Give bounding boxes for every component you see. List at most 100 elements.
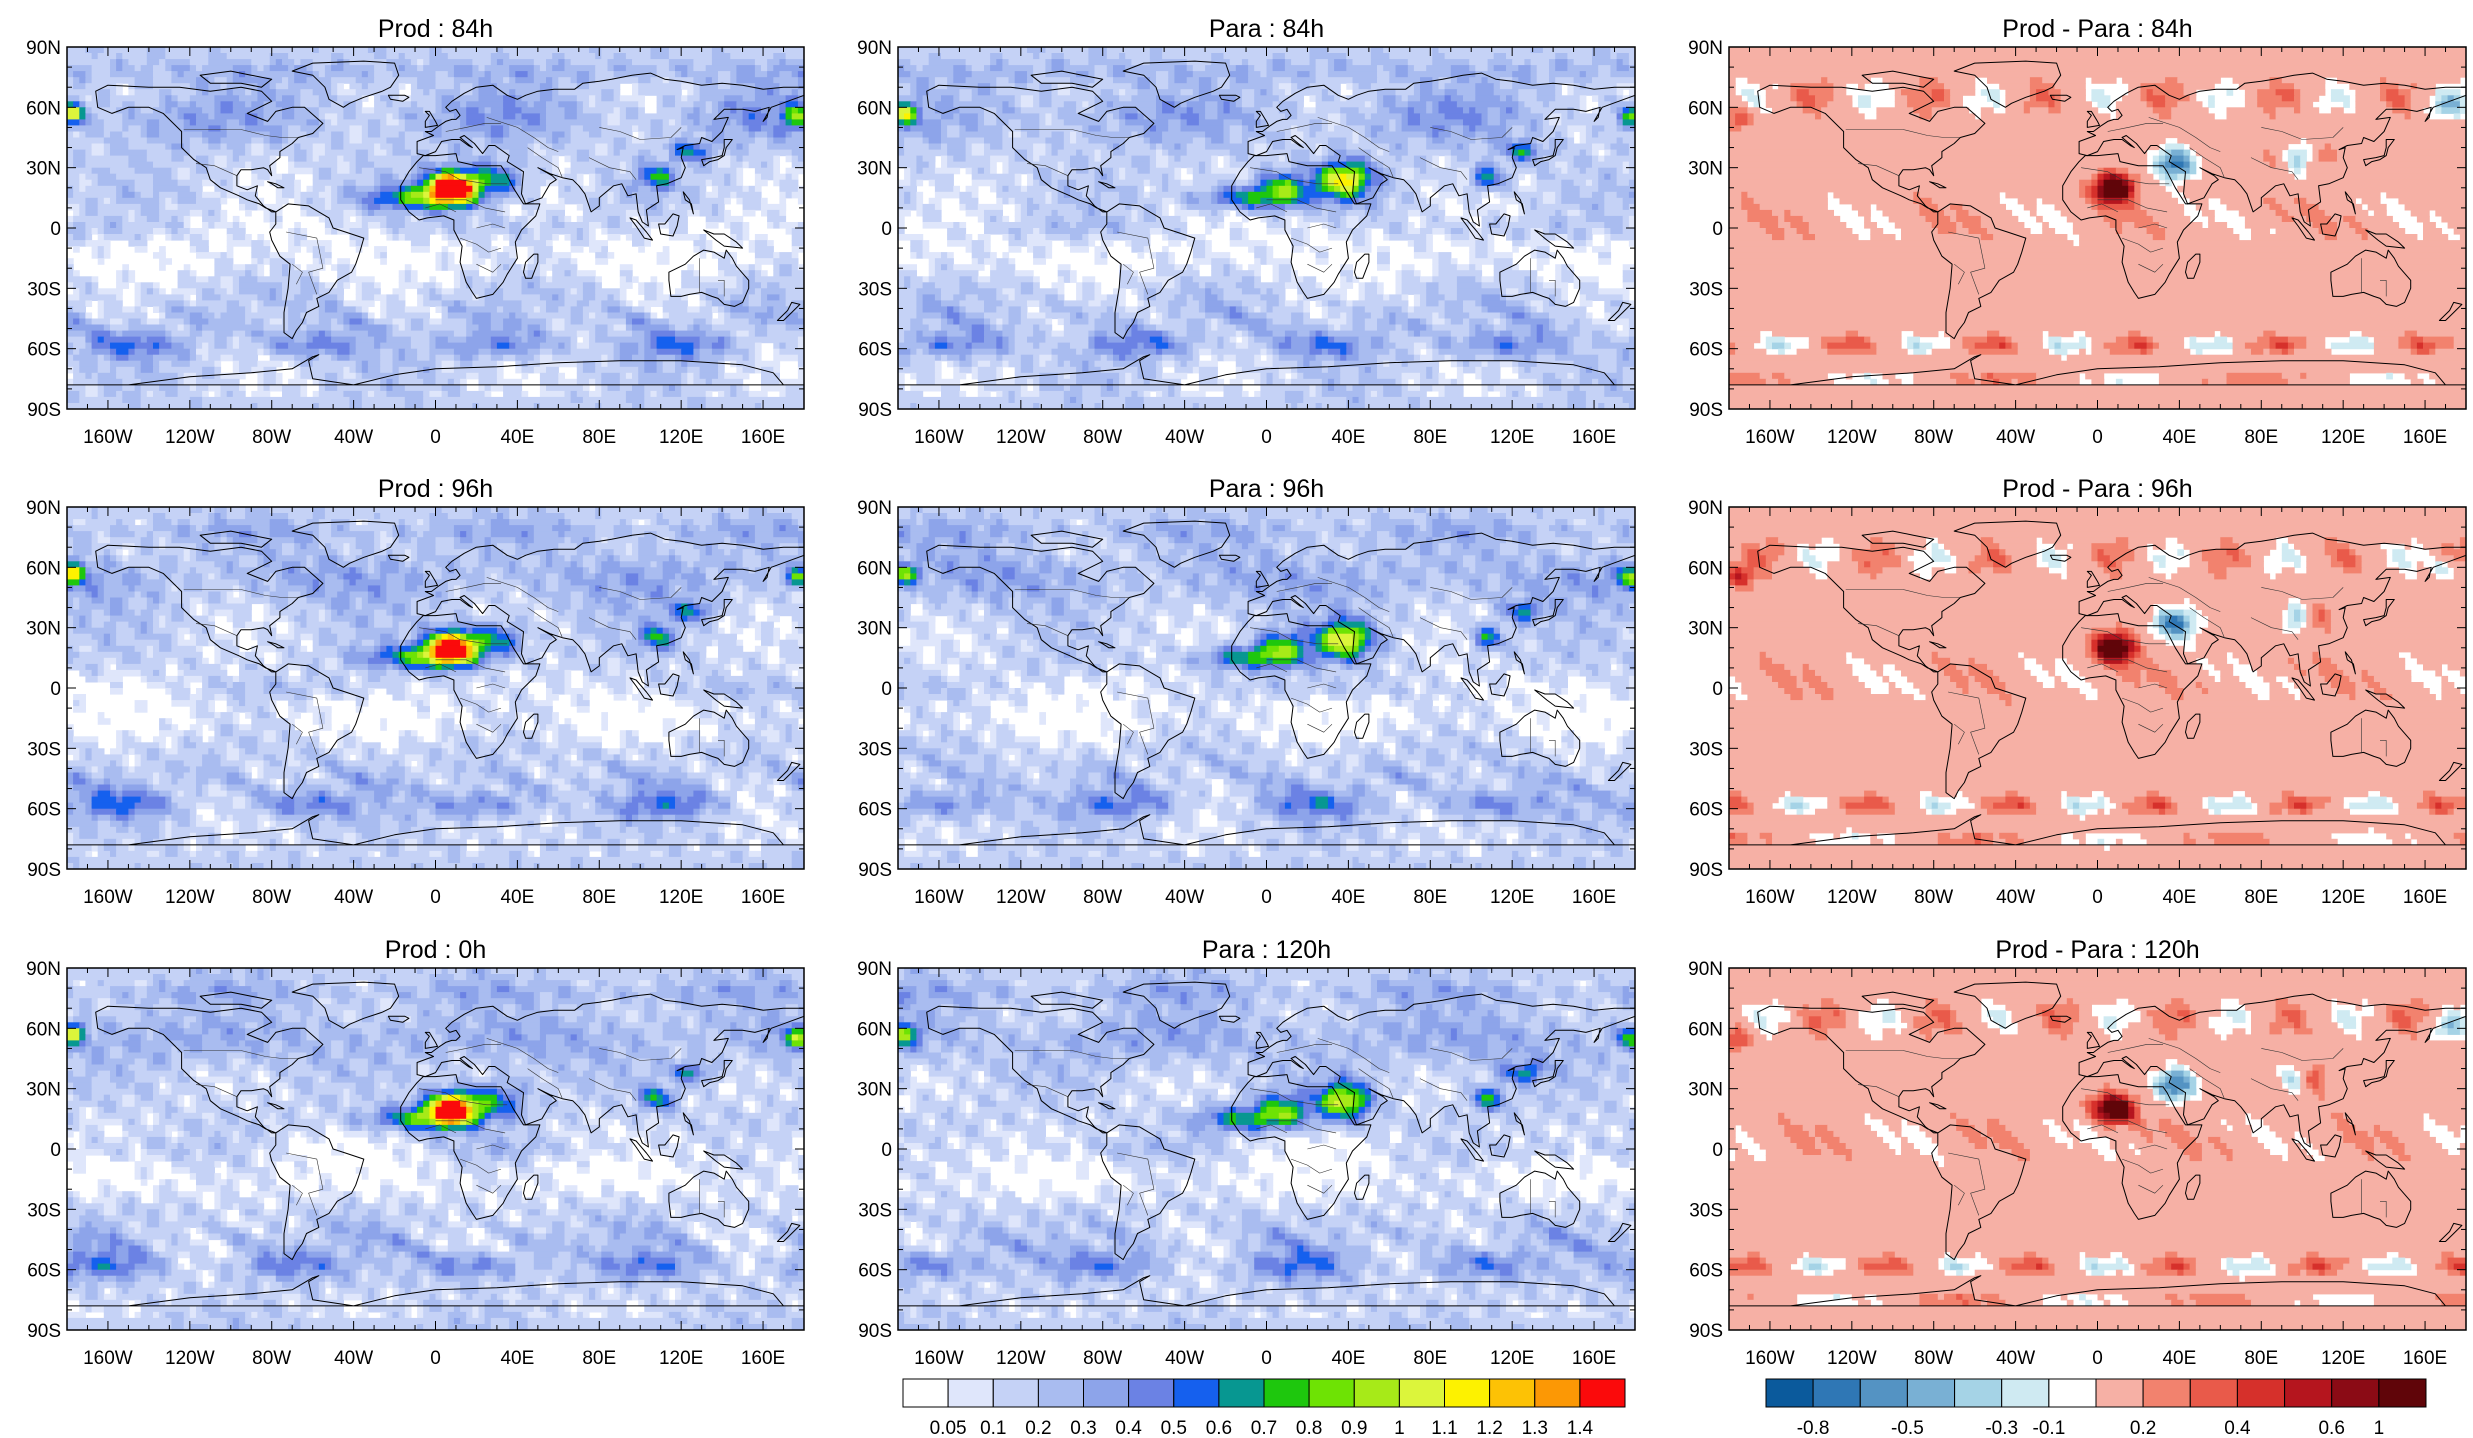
axis-ticks: [1728, 967, 2467, 1331]
colorbar-tick-label: 0.3: [1070, 1418, 1096, 1438]
panel-title: Prod : 96h: [378, 475, 493, 503]
lat-tick-label: 0: [1712, 219, 1723, 240]
lat-tick-label: 90S: [27, 400, 61, 421]
heatmap-cells: [1729, 968, 2466, 1330]
lat-tick-label: 30S: [27, 739, 61, 760]
lon-tick-label: 40W: [334, 1348, 373, 1369]
lat-tick-label: 0: [881, 1140, 892, 1161]
lat-tick-label: 60S: [1689, 800, 1723, 821]
colorbar-box: [947, 1378, 994, 1408]
axis-ticks: [897, 506, 1636, 870]
map-panel-8: Para : 120h 160W 120W 80W 40W 0 40E 80E 120E 160E…: [857, 936, 1636, 1369]
colorbar-box: [992, 1378, 1039, 1408]
colorbar-box: [2284, 1378, 2333, 1408]
colorbar-box: [2001, 1378, 2050, 1408]
lat-tick-label: 30S: [1689, 739, 1723, 760]
lat-tick-label: 30N: [857, 619, 892, 640]
lon-tick-label: 160W: [914, 427, 964, 448]
lon-tick-label: 40W: [1165, 427, 1204, 448]
lon-tick-label: 0: [430, 1348, 441, 1369]
lat-tick-label: 30N: [857, 1080, 892, 1101]
lon-tick-label: 120W: [1827, 1348, 1877, 1369]
lon-tick-label: 80W: [1914, 887, 1953, 908]
colorbar-tick-label: 0.5: [1161, 1418, 1187, 1438]
axis-ticks: [66, 967, 805, 1331]
coastlines: [67, 60, 804, 386]
colorbar-box: [1812, 1378, 1861, 1408]
lon-tick-label: 160W: [83, 1348, 133, 1369]
coastlines: [898, 981, 1635, 1307]
heatmap-cells: [1729, 507, 2466, 869]
lat-tick-label: 30S: [27, 1200, 61, 1221]
lon-tick-label: 40W: [1996, 887, 2035, 908]
colorbar-box: [1083, 1378, 1130, 1408]
lat-tick-label: 60S: [27, 1261, 61, 1282]
coastlines: [1729, 60, 2466, 386]
colorbar-box: [2048, 1378, 2097, 1408]
panel-title: Para : 96h: [1209, 475, 1324, 503]
panel-title: Prod : 0h: [385, 936, 486, 964]
map-panel-6: Prod - Para : 96h 160W 120W 80W 40W 0 40E 80E 12…: [1688, 475, 2467, 908]
lat-tick-label: 60N: [857, 98, 892, 119]
lat-tick-label: 60S: [27, 800, 61, 821]
lat-tick-label: 60S: [858, 1261, 892, 1282]
lon-tick-label: 40W: [1165, 1348, 1204, 1369]
lat-tick-label: 90N: [26, 38, 61, 59]
lat-tick-label: 30S: [858, 739, 892, 760]
lon-tick-label: 160E: [2403, 1348, 2447, 1369]
lon-tick-label: 40W: [1996, 427, 2035, 448]
colorbar-box: [2189, 1378, 2238, 1408]
lat-tick-label: 30N: [857, 159, 892, 180]
panel-title: Prod - Para : 120h: [1995, 936, 2199, 964]
coastlines: [1729, 520, 2466, 846]
lon-tick-label: 80E: [1413, 427, 1447, 448]
lon-tick-label: 120W: [996, 427, 1046, 448]
lat-tick-label: 90S: [1689, 400, 1723, 421]
colorbar-tick-label: 0.7: [1251, 1418, 1277, 1438]
lon-tick-label: 120E: [1490, 887, 1534, 908]
lat-tick-label: 0: [881, 219, 892, 240]
lat-tick-label: 60N: [857, 1019, 892, 1040]
colorbar-tick-label: 0.05: [930, 1418, 967, 1438]
heatmap-cells: [67, 968, 804, 1330]
lon-tick-label: 80E: [582, 427, 616, 448]
lon-tick-label: 120W: [165, 1348, 215, 1369]
lat-tick-label: 30S: [858, 279, 892, 300]
colorbar-box: [1954, 1378, 2003, 1408]
lat-tick-label: 60N: [1688, 558, 1723, 579]
lat-tick-label: 30N: [1688, 1080, 1723, 1101]
lat-tick-label: 60S: [27, 340, 61, 361]
lon-tick-label: 40E: [2162, 427, 2196, 448]
heatmap-cells: [898, 968, 1635, 1330]
heatmap-cells: [898, 507, 1635, 869]
lon-tick-label: 160E: [2403, 427, 2447, 448]
coastlines: [898, 520, 1635, 846]
lat-tick-label: 90N: [26, 498, 61, 519]
panel-title: Prod : 84h: [378, 15, 493, 43]
lon-tick-label: 160W: [1745, 887, 1795, 908]
axis-ticks: [66, 506, 805, 870]
lat-tick-label: 60N: [857, 558, 892, 579]
lat-tick-label: 90N: [1688, 38, 1723, 59]
lat-tick-label: 90S: [27, 860, 61, 881]
lon-tick-label: 80W: [252, 427, 291, 448]
colorbar-box: [2095, 1378, 2144, 1408]
lon-tick-label: 0: [430, 427, 441, 448]
lat-tick-label: 0: [1712, 679, 1723, 700]
lat-tick-label: 90N: [857, 498, 892, 519]
lat-tick-label: 30S: [27, 279, 61, 300]
lon-tick-label: 40E: [1331, 887, 1365, 908]
lon-tick-label: 40W: [1165, 887, 1204, 908]
lat-tick-label: 90N: [26, 959, 61, 980]
lon-tick-label: 0: [430, 887, 441, 908]
lon-tick-label: 80E: [2244, 427, 2278, 448]
panel-title: Prod - Para : 84h: [2002, 15, 2192, 43]
colorbar-tick-label: 0.1: [980, 1418, 1006, 1438]
lon-tick-label: 160E: [1572, 427, 1616, 448]
colorbar-box: [1263, 1378, 1310, 1408]
lon-tick-label: 120E: [1490, 1348, 1534, 1369]
lat-tick-label: 60N: [26, 1019, 61, 1040]
lon-tick-label: 40E: [500, 887, 534, 908]
lat-tick-label: 30S: [1689, 1200, 1723, 1221]
